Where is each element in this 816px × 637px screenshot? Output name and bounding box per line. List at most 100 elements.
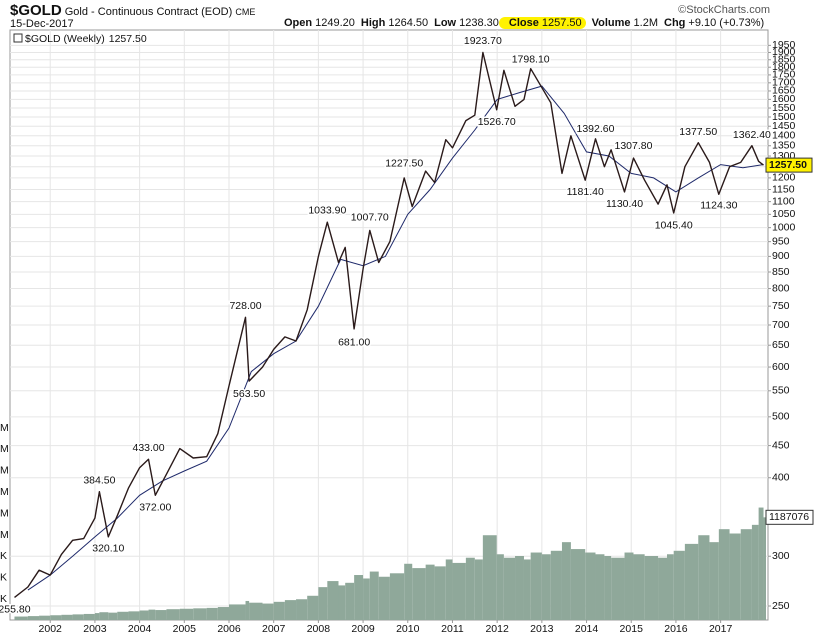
volume-bar xyxy=(624,552,634,620)
symbol: $GOLD xyxy=(10,2,62,19)
volume-bar xyxy=(249,602,263,620)
price-annotation: 1124.30 xyxy=(700,199,737,211)
x-tick-label: 2017 xyxy=(709,623,733,635)
price-annotation: 1798.10 xyxy=(512,53,550,65)
volume-bar xyxy=(751,524,759,620)
x-tick-label: 2004 xyxy=(128,623,152,635)
price-line xyxy=(14,51,764,598)
quote-item: Volume 1.2M xyxy=(586,17,658,29)
x-tick-label: 2009 xyxy=(351,623,375,635)
volume-bar xyxy=(50,615,62,620)
x-tick-label: 2013 xyxy=(530,623,554,635)
x-tick-label: 2015 xyxy=(620,623,644,635)
volume-tick-label: M xyxy=(0,443,9,455)
x-tick-label: 2010 xyxy=(396,623,420,635)
last-volume-box xyxy=(765,509,814,525)
volume-bar xyxy=(61,614,73,620)
volume-tick-label: M xyxy=(0,486,9,498)
y-tick-label: 1700 xyxy=(772,77,796,89)
y-tick-label: 1500 xyxy=(772,111,796,123)
quote-item: Chg +9.10 (+0.73%) xyxy=(658,17,764,29)
y-tick-label: 1450 xyxy=(772,120,796,132)
description: Gold - Continuous Contract (EOD) xyxy=(64,6,233,18)
price-annotation: 1227.50 xyxy=(385,157,423,169)
volume-bar xyxy=(378,576,390,620)
volume-bar xyxy=(474,559,483,620)
volume-bar xyxy=(465,557,475,620)
volume-bar xyxy=(139,610,149,620)
volume-bar xyxy=(389,573,405,620)
volume-bar xyxy=(273,601,285,620)
volume-bar xyxy=(604,555,612,620)
volume-bar xyxy=(193,608,207,620)
volume-bar xyxy=(611,557,625,620)
volume-bar xyxy=(434,566,446,620)
price-annotation: 1923.70 xyxy=(464,35,502,47)
volume-bar xyxy=(72,614,84,620)
x-tick-label: 2016 xyxy=(664,623,688,635)
price-annotation: 563.50 xyxy=(233,388,265,400)
volume-bar xyxy=(666,554,674,620)
copyright: ©StockCharts.com xyxy=(678,4,770,16)
volume-bar xyxy=(284,600,297,620)
y-tick-label: 750 xyxy=(772,300,790,312)
y-tick-label: 1200 xyxy=(772,172,796,184)
volume-bar xyxy=(318,587,328,620)
price-annotation: 1007.70 xyxy=(351,211,389,223)
y-tick-label: 800 xyxy=(772,282,790,294)
y-tick-label: 950 xyxy=(772,235,790,247)
volume-bar xyxy=(155,610,167,620)
y-tick-label: 1800 xyxy=(772,61,796,73)
y-tick-label: 1150 xyxy=(772,183,795,195)
price-annotation: 433.00 xyxy=(132,442,164,454)
volume-bar xyxy=(585,552,596,620)
y-tick-label: 700 xyxy=(772,319,790,331)
volume-bar xyxy=(128,611,140,620)
chart-header: $GOLD Gold - Continuous Contract (EOD) C… xyxy=(10,2,255,19)
volume-bar xyxy=(684,543,699,620)
volume-bar xyxy=(658,557,667,620)
volume-bar xyxy=(425,564,435,620)
price-annotation: 384.50 xyxy=(83,474,115,486)
quote-label: Low xyxy=(434,17,457,29)
y-tick-label: 1750 xyxy=(772,69,796,81)
y-tick-label: 1900 xyxy=(772,46,796,58)
price-annotation: 1377.50 xyxy=(679,126,717,138)
volume-bar xyxy=(515,555,524,620)
price-annotation: 1130.40 xyxy=(606,198,643,210)
volume-bar xyxy=(452,562,466,620)
volume-tick-label: M xyxy=(0,507,9,519)
volume-bar xyxy=(369,571,379,620)
volume-tick-label: M xyxy=(0,422,9,434)
volume-tick-label: K xyxy=(0,572,7,584)
volume-bar xyxy=(217,607,229,620)
price-annotation: 681.00 xyxy=(338,336,370,348)
quote-item: Open 1249.20 xyxy=(278,17,355,29)
volume-bar xyxy=(228,604,246,620)
y-tick-label: 1600 xyxy=(772,93,796,105)
volume-bar xyxy=(39,615,51,620)
volume-bar xyxy=(354,575,364,620)
volume-tick-label: M xyxy=(0,529,9,541)
x-tick-label: 2008 xyxy=(307,623,331,635)
volume-bar xyxy=(338,585,346,620)
y-tick-label: 1400 xyxy=(772,130,796,142)
price-annotation: 1033.90 xyxy=(308,204,346,216)
quote-item: High 1264.50 xyxy=(355,17,428,29)
volume-bar xyxy=(709,542,719,620)
quote-item: Close 1257.50 xyxy=(498,17,586,29)
y-tick-label: 1050 xyxy=(772,208,796,220)
y-tick-label: 1550 xyxy=(772,102,796,114)
volume-bar xyxy=(307,595,319,620)
price-annotation: 1362.40 xyxy=(733,129,771,141)
volume-bar xyxy=(404,563,413,620)
x-tick-label: 2005 xyxy=(173,623,197,635)
volume-bar xyxy=(673,550,685,620)
y-tick-label: 1850 xyxy=(772,54,796,66)
price-annotation: 1392.60 xyxy=(576,123,614,135)
last-volume-label: 1187076 xyxy=(769,511,809,523)
volume-bar xyxy=(412,568,426,620)
price-annotation: 1526.70 xyxy=(478,116,516,128)
